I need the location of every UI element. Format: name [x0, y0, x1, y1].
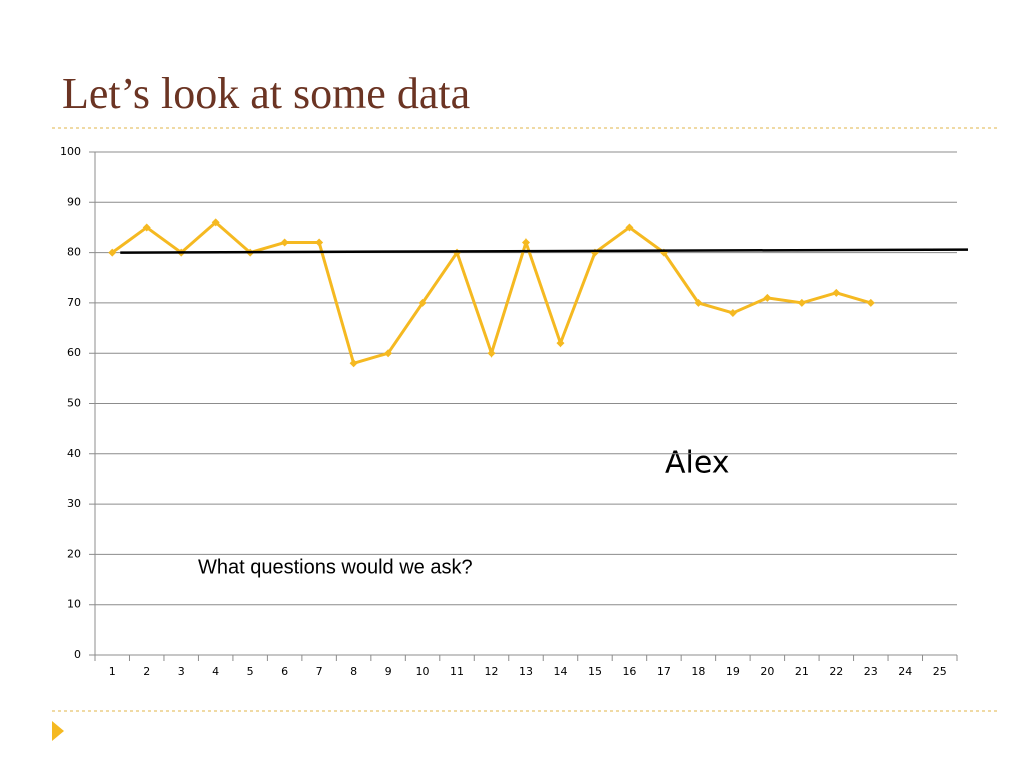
x-tick-label: 17	[657, 665, 671, 678]
data-point	[832, 288, 841, 297]
x-tick-label: 21	[795, 665, 809, 678]
x-tick-label: 1	[109, 665, 116, 678]
data-point	[625, 223, 634, 232]
y-tick-label: 0	[74, 648, 81, 661]
data-point	[211, 218, 220, 227]
data-point	[487, 349, 496, 358]
data-point	[384, 349, 393, 358]
data-point	[142, 223, 151, 232]
x-tick-label: 14	[553, 665, 567, 678]
x-tick-label: 4	[212, 665, 219, 678]
x-tick-label: 11	[450, 665, 464, 678]
y-tick-label: 50	[67, 397, 81, 410]
x-tick-label: 18	[691, 665, 705, 678]
bullet	[52, 721, 64, 741]
data-point	[797, 298, 806, 307]
x-tick-label: 13	[519, 665, 533, 678]
x-tick-label: 24	[898, 665, 912, 678]
data-point	[522, 238, 530, 247]
y-tick-label: 20	[67, 547, 81, 560]
x-tick-label: 3	[178, 665, 185, 678]
y-tick-label: 10	[67, 598, 81, 611]
x-tick-label: 8	[350, 665, 357, 678]
data-point	[108, 248, 117, 257]
x-tick-label: 9	[385, 665, 392, 678]
x-tick-label: 22	[829, 665, 843, 678]
x-tick-label: 23	[864, 665, 878, 678]
y-tick-label: 70	[67, 296, 81, 309]
x-tick-label: 5	[247, 665, 254, 678]
data-line	[111, 220, 872, 366]
x-tick-label: 20	[760, 665, 774, 678]
y-tick-label: 30	[67, 497, 81, 510]
x-tick-label: 25	[933, 665, 947, 678]
data-point	[349, 359, 358, 368]
x-tick-label: 12	[485, 665, 499, 678]
data-point	[728, 308, 737, 317]
data-point	[280, 238, 289, 247]
annotation: Alex	[665, 446, 730, 481]
y-tick-label: 40	[67, 447, 81, 460]
y-tick-label: 90	[67, 195, 81, 208]
data-point	[694, 298, 703, 307]
x-tick-label: 2	[143, 665, 150, 678]
x-tick-label: 16	[622, 665, 636, 678]
data-point	[418, 298, 427, 307]
x-tick-label: 15	[588, 665, 602, 678]
data-point	[866, 298, 875, 307]
x-tick-label: 7	[316, 665, 323, 678]
x-tick-label: 6	[281, 665, 288, 678]
data-point	[315, 238, 324, 247]
x-tick-label: 19	[726, 665, 740, 678]
slide-title: Let’s look at some data	[62, 69, 470, 118]
y-tick-label: 60	[67, 346, 81, 359]
data-point	[763, 293, 772, 302]
reference-line	[120, 248, 969, 254]
x-tick-label: 10	[416, 665, 430, 678]
annotation: What questions would we ask?	[198, 556, 473, 578]
y-tick-label: 80	[67, 246, 81, 259]
data-point	[556, 339, 565, 348]
y-tick-label: 100	[60, 145, 81, 158]
